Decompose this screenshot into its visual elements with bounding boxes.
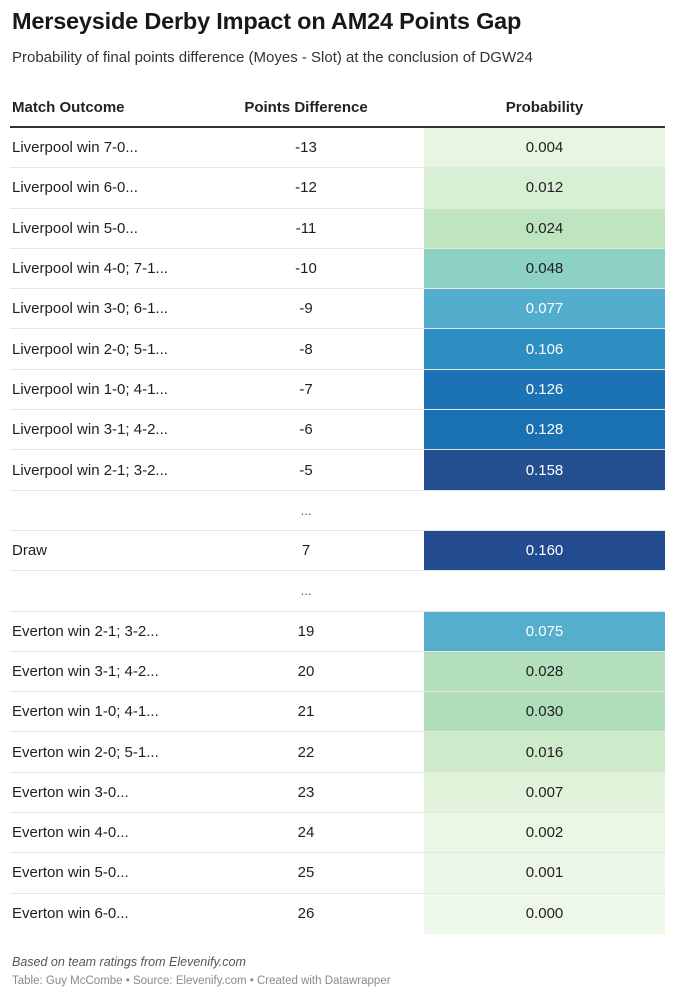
- match-outcome-cell: Liverpool win 1-0; 4-1...: [12, 380, 168, 398]
- ellipsis-marker: ...: [300, 583, 312, 599]
- notes: Based on team ratings from Elevenify.com: [12, 955, 246, 969]
- table-header: Match Outcome Points Difference Probabil…: [10, 92, 665, 128]
- match-outcome-cell: Liverpool win 6-0...: [12, 179, 138, 197]
- probability-cell: 0.002: [424, 813, 665, 853]
- points-difference-cell: 24: [297, 824, 315, 842]
- points-difference-cell: -7: [299, 380, 313, 398]
- probability-cell: 0.126: [424, 369, 665, 410]
- table-row: Liverpool win 2-1; 3-2... -5 0.158: [10, 450, 665, 491]
- match-outcome-cell: Liverpool win 3-1; 4-2...: [12, 421, 168, 439]
- table-row: Liverpool win 6-0... -12 0.012: [10, 168, 665, 209]
- points-difference-cell: -6: [299, 421, 313, 439]
- table-row: Liverpool win 5-0... -11 0.024: [10, 208, 665, 249]
- chart-title: Merseyside Derby Impact on AM24 Points G…: [12, 8, 522, 34]
- probability-cell: 0.001: [424, 853, 665, 893]
- table-row: Everton win 3-1; 4-2... 20 0.028: [10, 651, 665, 693]
- table-row: Everton win 3-0... 23 0.007: [10, 772, 665, 814]
- ellipsis-marker: ...: [300, 502, 312, 518]
- probability-cell: 0.160: [424, 530, 665, 571]
- table-row: Everton win 6-0... 26 0.000: [10, 893, 665, 934]
- probability-cell: [424, 491, 665, 530]
- table-row: Everton win 1-0; 4-1... 21 0.030: [10, 692, 665, 733]
- table-body: Liverpool win 7-0... -13 0.004 Liverpool wi…: [10, 128, 665, 934]
- match-outcome-cell: Liverpool win 5-0...: [12, 219, 138, 237]
- probability-cell: [424, 571, 665, 610]
- points-difference-cell: 25: [297, 864, 315, 882]
- column-header-match-outcome[interactable]: Match Outcome: [12, 99, 125, 116]
- match-outcome-cell: Liverpool win 2-1; 3-2...: [12, 461, 168, 479]
- points-difference-cell: 7: [301, 542, 311, 560]
- probability-cell: 0.016: [424, 732, 665, 772]
- table-row: Everton win 2-0; 5-1... 22 0.016: [10, 732, 665, 773]
- probability-cell: 0.030: [424, 692, 665, 732]
- chart-subtitle: Probability of final points difference (…: [12, 49, 533, 66]
- column-header-probability[interactable]: Probability: [505, 99, 584, 116]
- probability-cell: 0.077: [424, 289, 665, 329]
- data-table: Match Outcome Points Difference Probabil…: [10, 92, 665, 934]
- match-outcome-cell: Everton win 4-0...: [12, 824, 129, 842]
- probability-cell: 0.004: [424, 128, 665, 168]
- match-outcome-cell: Liverpool win 3-0; 6-1...: [12, 300, 168, 318]
- match-outcome-cell: Everton win 1-0; 4-1...: [12, 703, 159, 721]
- probability-cell: 0.106: [424, 329, 665, 369]
- points-difference-cell: -13: [295, 139, 317, 157]
- table-row: Everton win 4-0... 24 0.002: [10, 813, 665, 854]
- probability-cell: 0.000: [424, 893, 665, 934]
- match-outcome-cell: Liverpool win 4-0; 7-1...: [12, 260, 168, 278]
- points-difference-cell: 20: [297, 663, 315, 680]
- table-row: Liverpool win 3-0; 6-1... -9 0.077: [10, 289, 665, 330]
- points-difference-cell: -10: [295, 260, 317, 278]
- probability-cell: 0.128: [424, 410, 665, 450]
- probability-cell: 0.158: [424, 450, 665, 490]
- points-difference-cell: 21: [297, 703, 315, 721]
- probability-cell: 0.048: [424, 248, 665, 289]
- table-row: Liverpool win 1-0; 4-1... -7 0.126: [10, 369, 665, 411]
- match-outcome-cell: Everton win 3-1; 4-2...: [12, 663, 159, 680]
- probability-cell: 0.012: [424, 168, 665, 208]
- ellipsis-row: ...: [10, 491, 665, 531]
- points-difference-cell: 23: [297, 783, 315, 801]
- ellipsis-row: ...: [10, 571, 665, 612]
- match-outcome-cell: Everton win 6-0...: [12, 905, 129, 923]
- points-difference-cell: -12: [295, 179, 317, 197]
- table-row: Liverpool win 7-0... -13 0.004: [10, 128, 665, 169]
- points-difference-cell: -9: [299, 300, 313, 318]
- points-difference-cell: -8: [299, 340, 313, 358]
- match-outcome-cell: Everton win 2-0; 5-1...: [12, 743, 159, 761]
- match-outcome-cell: Everton win 3-0...: [12, 783, 129, 801]
- points-difference-cell: -11: [295, 219, 317, 237]
- probability-cell: 0.007: [424, 772, 665, 813]
- points-difference-cell: 19: [297, 622, 315, 640]
- points-difference-cell: 22: [297, 743, 315, 761]
- table-row: Liverpool win 2-0; 5-1... -8 0.106: [10, 329, 665, 370]
- table-row: Liverpool win 3-1; 4-2... -6 0.128: [10, 410, 665, 451]
- match-outcome-cell: Draw: [12, 542, 48, 560]
- probability-cell: 0.075: [424, 611, 665, 651]
- table-row: Everton win 5-0... 25 0.001: [10, 853, 665, 894]
- match-outcome-cell: Everton win 5-0...: [12, 864, 129, 882]
- table-row: Liverpool win 4-0; 7-1... -10 0.048: [10, 248, 665, 290]
- points-difference-cell: -5: [299, 461, 313, 479]
- table-row: Everton win 2-1; 3-2... 19 0.075: [10, 611, 665, 652]
- match-outcome-cell: Liverpool win 7-0...: [12, 139, 138, 157]
- match-outcome-cell: Everton win 2-1; 3-2...: [12, 622, 159, 640]
- credits: Table: Guy McCombe • Source: Elevenify.c…: [12, 975, 391, 987]
- points-difference-cell: 26: [297, 905, 315, 923]
- column-header-points-difference[interactable]: Points Difference: [244, 99, 368, 116]
- table-row: Draw 7 0.160: [10, 530, 665, 572]
- match-outcome-cell: Liverpool win 2-0; 5-1...: [12, 340, 168, 358]
- probability-cell: 0.028: [424, 651, 665, 692]
- probability-cell: 0.024: [424, 208, 665, 248]
